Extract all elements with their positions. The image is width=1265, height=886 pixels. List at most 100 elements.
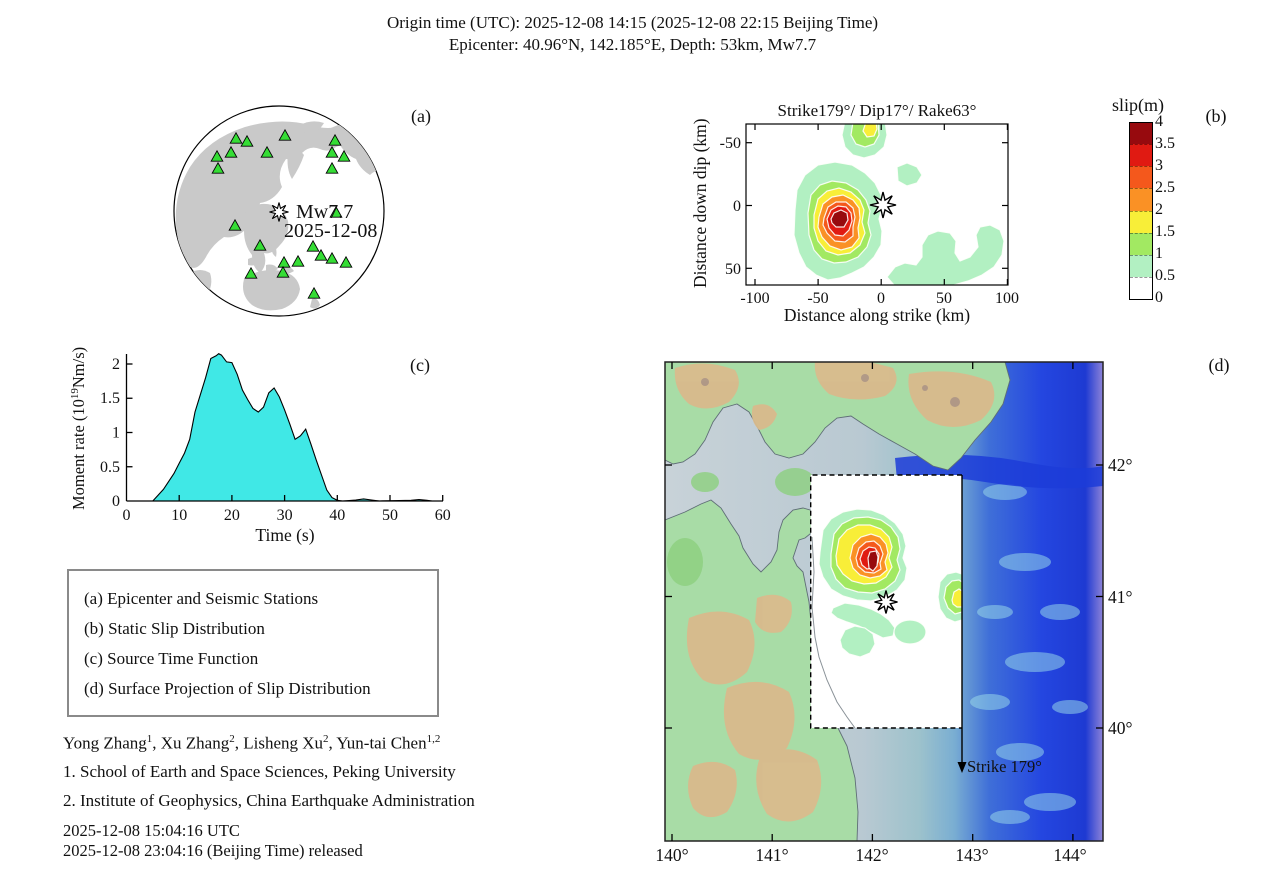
slip-colorbar: [1129, 122, 1153, 300]
release-time-utc: 2025-12-08 15:04:16 UTC: [63, 821, 240, 840]
seismic-station-triangle-icon: [260, 145, 274, 158]
seismic-station-triangle-icon: [211, 161, 225, 174]
colorbar-segment: [1130, 144, 1152, 167]
seismic-station-triangle-icon: [229, 131, 243, 144]
lon-label-142: 142°: [855, 845, 889, 865]
panel-b-ylabel: Distance down dip (km): [690, 118, 710, 288]
strike-arrowhead: [957, 762, 967, 773]
epicenter-line: Epicenter: 40.96°N, 142.185°E, Depth: 53…: [448, 35, 817, 54]
lon-label-143: 143°: [955, 845, 989, 865]
colorbar-tick-label: 0: [1155, 289, 1163, 306]
lon-label-140: 140°: [655, 845, 689, 865]
seismic-station-triangle-icon: [210, 149, 224, 162]
svg-text:30: 30: [277, 507, 293, 524]
svg-text:0.5: 0.5: [100, 459, 120, 476]
panel-b-contours: [793, 124, 1005, 285]
legend-item-a: (a) Epicenter and Seismic Stations: [84, 589, 319, 608]
lon-label-144: 144°: [1053, 845, 1087, 865]
svg-text:1.5: 1.5: [100, 390, 120, 407]
lon-label-141: 141°: [755, 845, 789, 865]
colorbar-tick-label: 0.5: [1155, 267, 1175, 284]
authors-line: Yong Zhang1, Xu Zhang2, Lisheng Xu2, Yun…: [63, 733, 441, 753]
panel-a-label: (a): [411, 106, 431, 126]
strike-label: Strike 179°: [967, 757, 1042, 776]
legend-item-c: (c) Source Time Function: [84, 649, 259, 668]
epicenter-star-icon: [269, 202, 289, 222]
panel-c-axes: [125, 354, 444, 502]
seismic-station-triangle-icon: [291, 254, 305, 267]
lat-label-42: 42°: [1108, 455, 1133, 475]
colorbar-segment: [1130, 232, 1152, 255]
seismic-station-triangle-icon: [325, 161, 339, 174]
seismic-station-triangle-icon: [314, 248, 328, 261]
epicenter-star-icon: [869, 191, 897, 219]
seismic-station-triangle-icon: [224, 145, 238, 158]
seismic-station-triangle-icon: [277, 255, 291, 268]
colorbar-segment: [1130, 123, 1152, 145]
svg-text:50: 50: [725, 261, 741, 278]
colorbar-tick-labels: 4 3.5 3 2.5 2 1.5 1 0.5 0: [1155, 113, 1195, 306]
seismic-station-triangle-icon: [253, 238, 267, 251]
panel-c-xlabel: Time (s): [255, 525, 314, 545]
origin-time-line: Origin time (UTC): 2025-12-08 14:15 (202…: [386, 13, 879, 32]
colorbar-tick-label: 3: [1155, 157, 1163, 174]
svg-text:0: 0: [112, 493, 120, 510]
epicenter-star-icon: [874, 590, 898, 614]
svg-text:60: 60: [435, 507, 451, 524]
seismic-station-triangle-icon: [228, 218, 242, 231]
svg-text:-100: -100: [740, 290, 769, 307]
seismic-station-triangle-icon: [329, 205, 343, 218]
panel-d-map: Strike 179°: [664, 361, 1104, 842]
legend-item-b: (b) Static Slip Distribution: [84, 619, 265, 638]
seismic-station-triangle-icon: [328, 133, 342, 146]
panel-c-label: (c): [410, 355, 430, 375]
moment-rate-curve: [151, 353, 433, 502]
seismic-station-triangle-icon: [306, 239, 320, 252]
fault-plane-contents: [811, 508, 962, 728]
seismic-station-triangle-icon: [276, 265, 290, 278]
svg-text:50: 50: [382, 507, 398, 524]
colorbar-tick-label: 2.5: [1155, 179, 1175, 196]
honshu-mountains: [686, 594, 822, 822]
panel-b-ticks: [746, 124, 1008, 285]
colorbar-tick-label: 1: [1155, 245, 1163, 262]
colorbar-tick-label: 1.5: [1155, 223, 1175, 240]
svg-text:0: 0: [877, 290, 885, 307]
colorbar-segment: [1130, 166, 1152, 189]
panel-b-title: Strike179°/ Dip17°/ Rake63°: [778, 101, 977, 120]
svg-text:40: 40: [329, 507, 345, 524]
release-time-beijing: 2025-12-08 23:04:16 (Beijing Time) relea…: [63, 841, 363, 860]
seismic-station-triangle-icon: [307, 286, 321, 299]
colorbar-tick-label: 3.5: [1155, 135, 1175, 152]
panel-c-ylabel: Moment rate (1019Nm/s): [69, 347, 88, 510]
svg-text:0: 0: [733, 198, 741, 215]
bathymetry-texture: [970, 484, 1088, 824]
panel-a-globe: Mw7.7 2025-12-08: [173, 105, 385, 317]
panel-b-slip-plot: Strike179°/ Dip17°/ Rake63°: [690, 101, 1019, 325]
svg-text:2: 2: [112, 356, 120, 373]
colorbar-segment: [1130, 210, 1152, 233]
seismic-station-triangle-icon: [278, 128, 292, 141]
plains: [667, 468, 815, 586]
hokkaido-mountains: [674, 362, 995, 430]
seismic-station-triangle-icon: [337, 149, 351, 162]
svg-text:50: 50: [936, 290, 952, 307]
figure-header: Origin time (UTC): 2025-12-08 14:15 (202…: [0, 12, 1265, 56]
colorbar-tick-label: 2: [1155, 201, 1163, 218]
panel-c-stf-plot: 0 10 20 30 40 50 60 0 0.5 1 1.5 2 Time (…: [69, 347, 451, 545]
seismic-station-triangle-icon: [244, 266, 258, 279]
svg-text:0: 0: [123, 507, 131, 524]
svg-text:100: 100: [995, 290, 1019, 307]
seismic-station-triangle-icon: [240, 134, 254, 147]
seismic-stations: [210, 128, 353, 299]
panel-b-xlabel: Distance along strike (km): [784, 305, 970, 325]
fault-rect-dashed-border: [810, 474, 962, 729]
globe-magnitude-label: Mw7.7: [296, 201, 353, 223]
seismic-station-triangle-icon: [339, 255, 353, 268]
panel-c-tick-labels: 0 10 20 30 40 50 60 0 0.5 1 1.5 2: [100, 356, 451, 524]
colorbar-segment: [1130, 254, 1152, 277]
coastline-through-rect: [811, 536, 856, 728]
map-ticks: [665, 362, 1103, 841]
release-timestamps: 2025-12-08 15:04:16 UTC 2025-12-08 23:04…: [63, 821, 363, 861]
